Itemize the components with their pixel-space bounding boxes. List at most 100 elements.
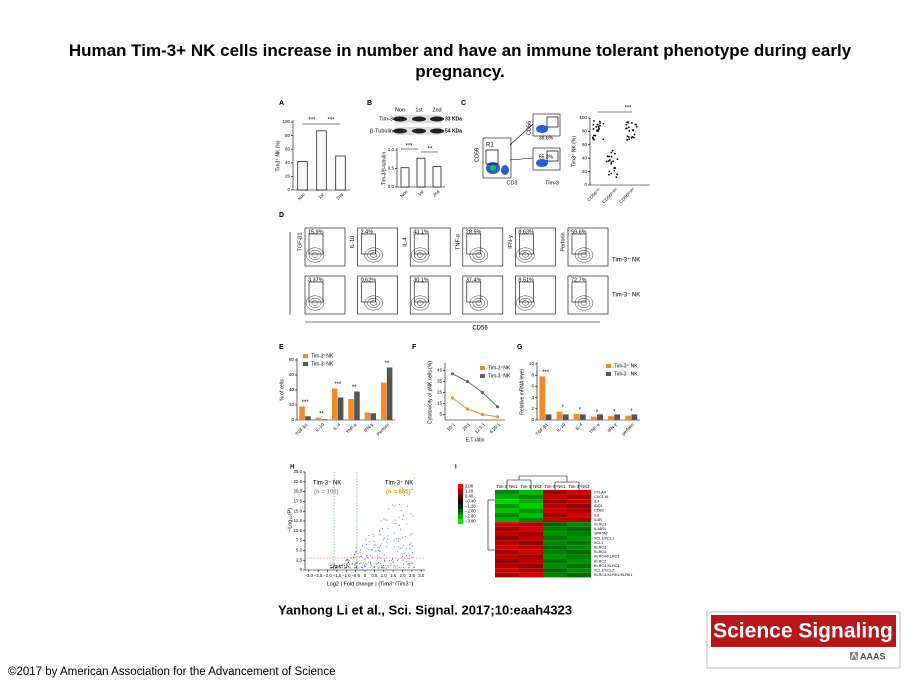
dot [401,537,403,539]
dot [387,519,389,521]
heatmap-cell [567,526,591,532]
x-tick-label: 1.5 [390,573,397,578]
dot [379,530,381,532]
gene-label: KLRC4-KLRC1 [594,564,620,568]
gate [413,281,429,303]
dot [371,549,373,551]
marker-label: TNF-α [455,233,461,250]
dot [597,128,600,131]
y-tick-label: 80 [289,357,295,362]
heatmap-cell [495,540,519,546]
dot [633,133,636,136]
dot [412,552,414,554]
y-tick-label: 20 [582,169,588,174]
dot [374,541,376,543]
x-tick-label: 2.0 [400,573,407,578]
dot [412,515,414,517]
point [465,379,470,384]
y-axis-label: Cytotoxicity of pNK cells (%) [427,361,433,424]
dot [351,563,353,565]
dot [335,566,337,568]
dot [410,542,412,544]
dot [402,514,404,516]
gene-label: IL4R [594,518,602,522]
dot [406,523,408,525]
dot [616,173,619,175]
percentage: 3.37% [308,277,324,283]
y-tick-label: 0 [531,417,534,422]
axis-label: CD56 [474,148,480,162]
dot [334,567,336,569]
bar [315,417,322,420]
bar [370,413,377,420]
x-tick-label: 12.5:1 [474,422,487,435]
percentage: 28.5% [466,229,482,235]
dot [364,539,366,541]
y-tick-label: 10.0 [294,528,303,533]
dot [343,567,345,569]
dot [606,155,609,158]
y-tick-label: 60 [582,142,588,147]
dot [344,567,346,569]
heatmap-cell [519,540,543,546]
dot [598,120,601,123]
dot [356,565,358,567]
blot-band [430,116,444,122]
gene-label: XCL1 [594,541,604,545]
y-tick-label: 5 [439,412,442,417]
dot [403,564,405,566]
percentage: 0.62% [361,277,377,283]
percentage: 8.51% [518,277,534,283]
dot [409,555,411,557]
point [495,415,500,419]
dot [382,528,384,530]
heatmap-cell [495,563,519,569]
dot [359,562,361,564]
contour [516,247,535,263]
heatmap-cell [519,554,543,559]
gate [485,149,499,165]
dot [333,565,335,567]
bar [364,412,371,420]
dot [408,564,410,566]
dot [391,559,393,561]
dot [380,544,382,546]
dot [368,541,370,543]
x-tick-label: 1.0 [381,573,388,578]
flow-plot [462,275,504,315]
gene-label: KLRC4-KLRK1/KLRK1 [594,573,633,577]
gene-label: KLRC4/KLRC1 [594,555,620,559]
dot [379,550,381,552]
gate [571,233,587,255]
dot [381,566,383,568]
dot [627,126,630,129]
y-tick-label: 0.5 [388,166,395,171]
dot [635,125,638,128]
dot [409,543,411,545]
logo-band [711,615,896,647]
gate [413,233,429,255]
dot [339,567,341,569]
dot [401,547,403,549]
heatmap-cell [567,540,591,546]
dot [348,562,350,564]
gene-label: IDO1 [594,504,603,508]
dot [378,534,380,536]
y-tick-label: 25.0 [294,469,303,474]
dot [369,567,371,569]
dot [399,548,401,550]
x-tick-label: 50:1 [446,422,456,432]
significance: *** [308,118,316,124]
x-tick-label: TGF-β1 [294,422,309,437]
dot [368,561,370,563]
contour [410,247,430,263]
dot [408,566,410,568]
dot [360,555,362,557]
dot [608,170,611,173]
dot [364,558,366,560]
y-tick-label: 22.5 [294,479,303,484]
logo-name: Science Signaling [713,620,893,643]
dot [628,138,631,141]
legend-label: Tim-3⁺NK [488,365,511,371]
